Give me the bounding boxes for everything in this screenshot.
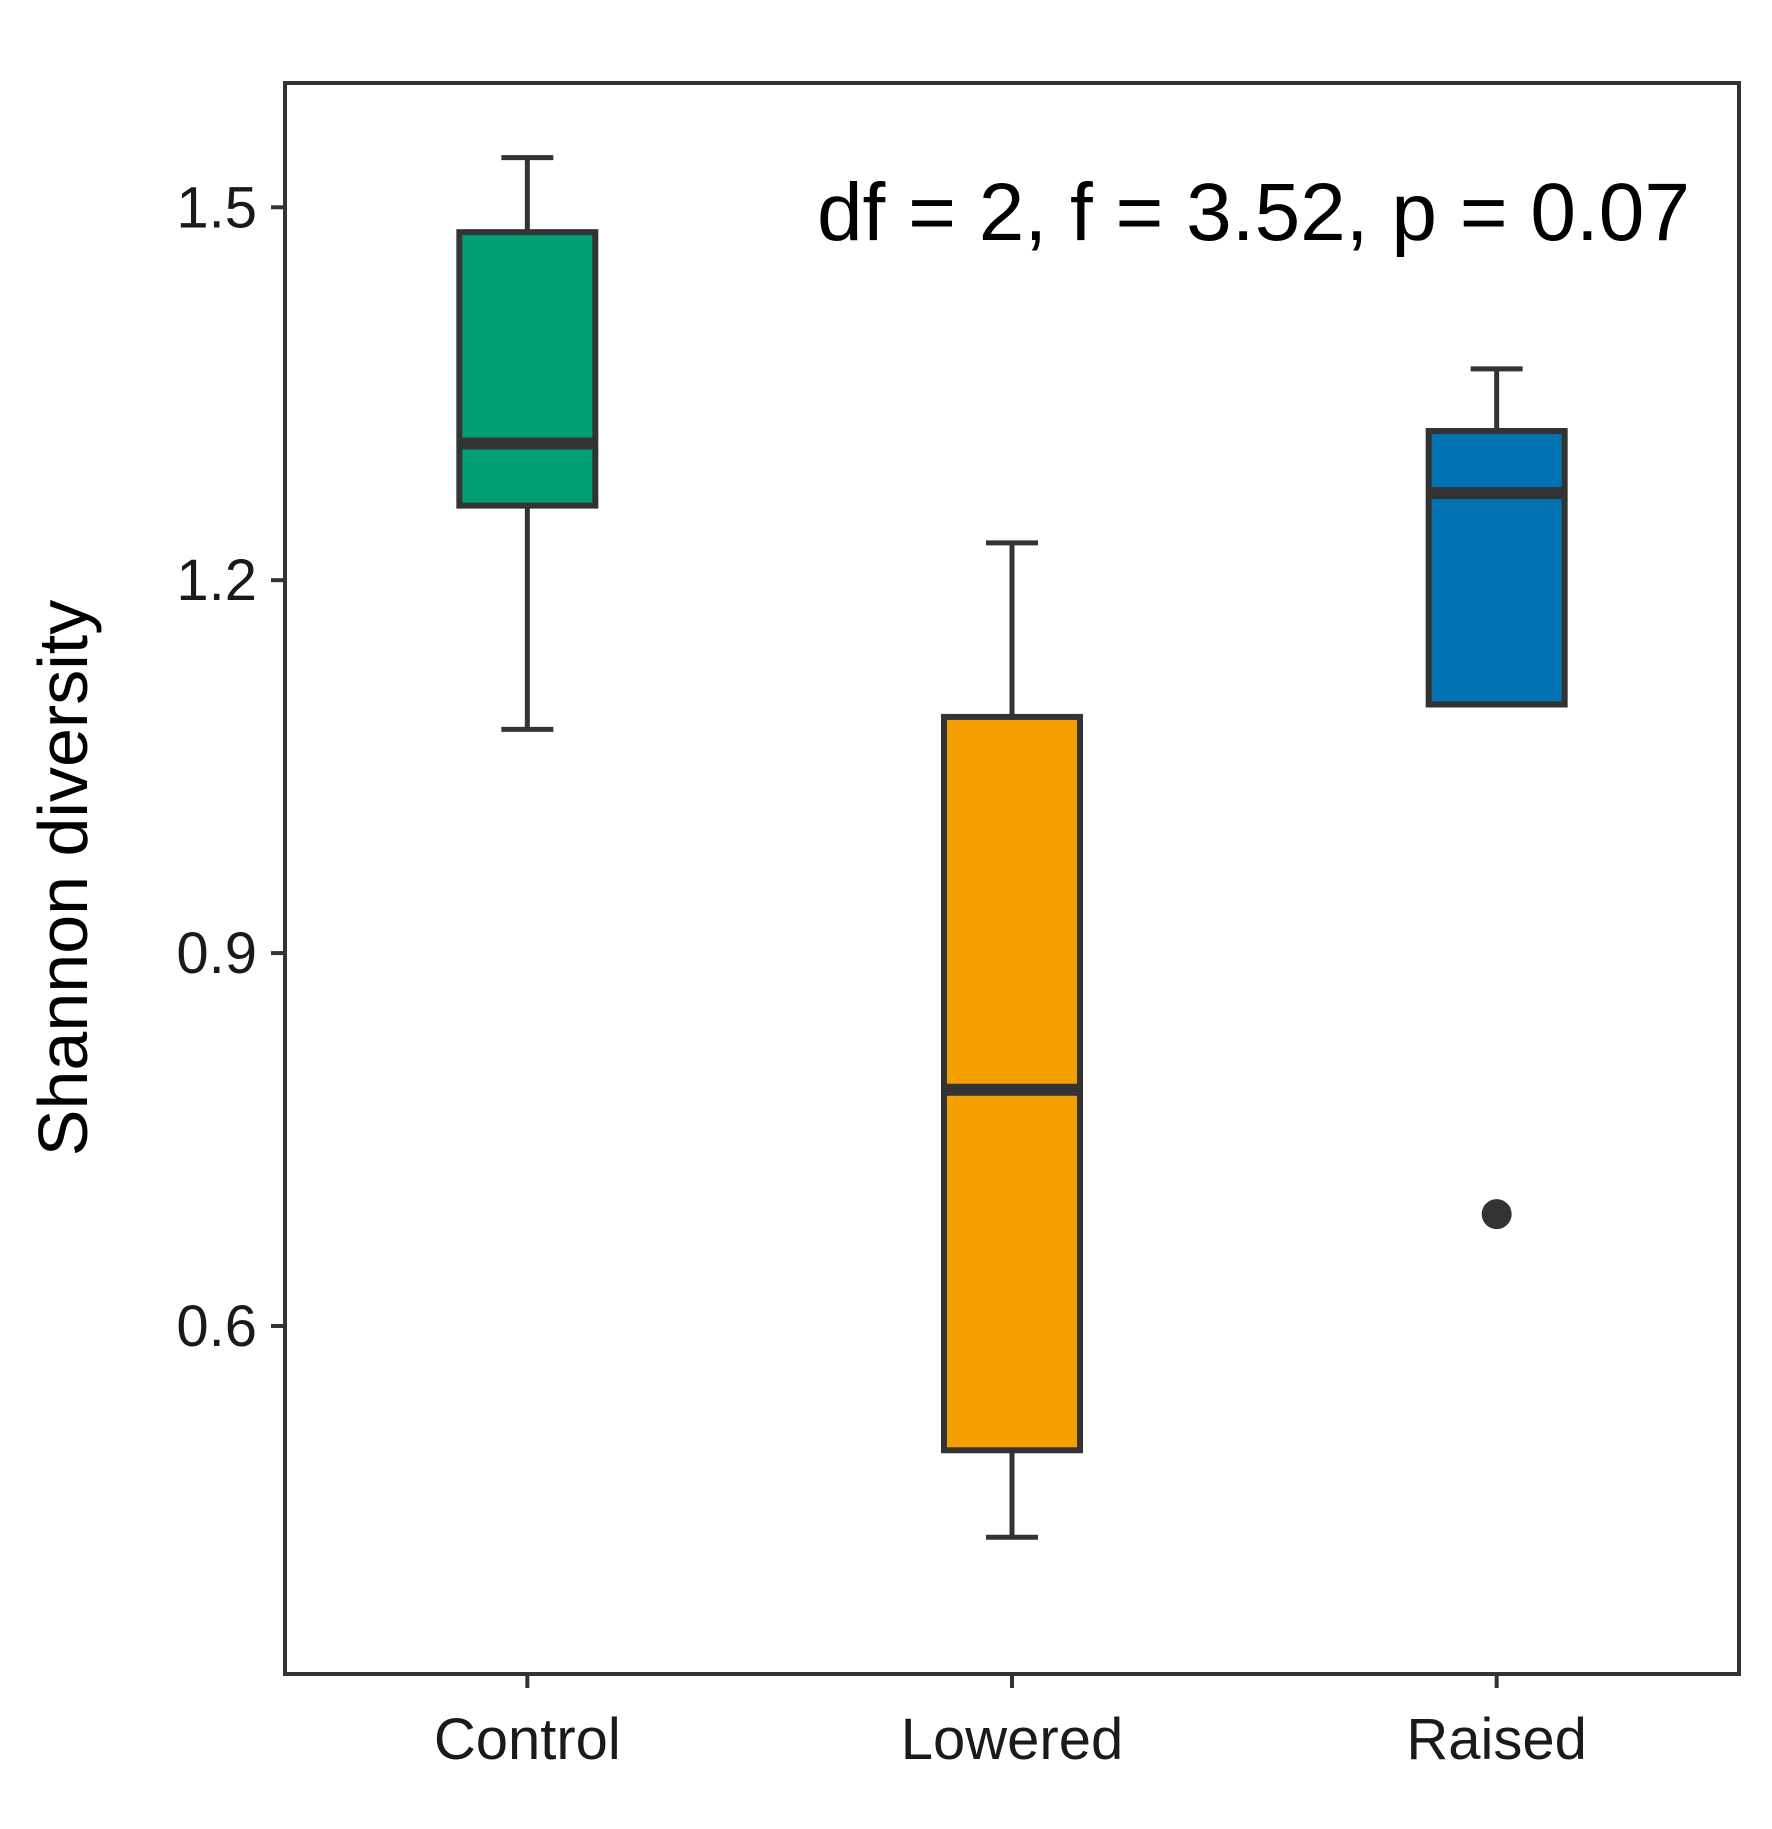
box-body	[1425, 428, 1568, 708]
box-raised	[1425, 366, 1568, 1230]
box-lowered	[941, 540, 1083, 1540]
y-tick-label: 1.5	[176, 175, 257, 240]
x-axis: Control Lowered Raised	[434, 1674, 1587, 1772]
x-tick-label: Raised	[1406, 1707, 1587, 1772]
y-axis-title: Shannon diversity	[24, 600, 102, 1156]
y-tick-label: 1.2	[176, 548, 257, 613]
x-tick-label: Control	[434, 1707, 621, 1772]
y-axis: 0.6 0.9 1.2 1.5	[176, 175, 285, 1359]
x-tick-label: Lowered	[901, 1707, 1123, 1772]
box-body	[456, 229, 599, 509]
statistics-annotation: df = 2, f = 3.52, p = 0.07	[817, 167, 1690, 258]
outlier-point	[1481, 1199, 1512, 1230]
box-body	[941, 713, 1083, 1454]
y-tick-label: 0.9	[176, 921, 257, 986]
y-tick-label: 0.6	[176, 1294, 257, 1359]
box-control	[456, 155, 599, 732]
boxes-layer	[456, 155, 1568, 1540]
